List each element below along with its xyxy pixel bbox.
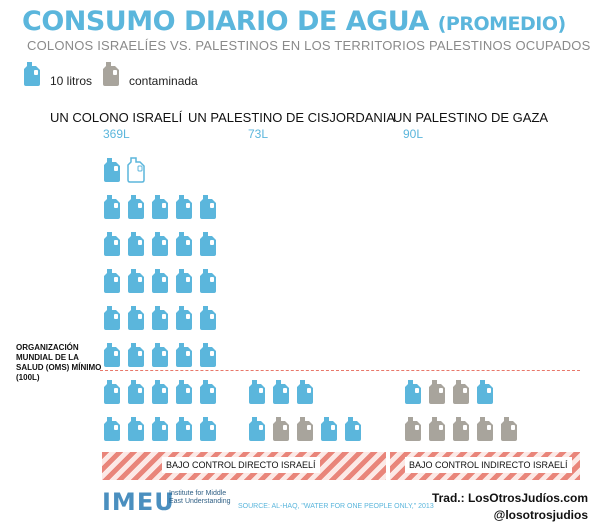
- jug-icon-colono-32: [128, 195, 144, 219]
- who-minimum-line: [100, 370, 580, 371]
- jug-icon-cisjordania-7: [273, 380, 289, 404]
- jug-icon-colono-1: [104, 417, 120, 441]
- jug-icon-gaza-1: [405, 417, 421, 441]
- jug-icon-colono-13: [152, 343, 168, 367]
- imeu-logo: IMEU: [102, 488, 175, 516]
- jug-icon-colono-29: [176, 232, 192, 256]
- legend-unit-label: 10 litros: [50, 74, 93, 88]
- credit-line-2: @losotrosjudios: [493, 508, 588, 522]
- legend-contaminated-jug-icon: [103, 62, 119, 86]
- jug-icon-colono-11: [104, 343, 120, 367]
- jug-icon-gaza-7: [429, 380, 445, 404]
- title-suffix: (PROMEDIO): [437, 13, 566, 35]
- jug-icon-colono-10: [200, 380, 216, 404]
- jug-icon-colono-21: [104, 269, 120, 293]
- source-note: SOURCE: AL-HAQ, "WATER FOR ONE PEOPLE ON…: [238, 503, 434, 510]
- jug-icon-cisjordania-2: [273, 417, 289, 441]
- jug-icon-colono-33: [152, 195, 168, 219]
- jug-icon-gaza-5: [501, 417, 517, 441]
- jug-icon-colono-17: [128, 306, 144, 330]
- jug-icon-colono-18: [152, 306, 168, 330]
- jug-icon-colono-34: [176, 195, 192, 219]
- category-label-colono: UN COLONO ISRAELÍ: [50, 110, 183, 125]
- jug-icon-gaza-3: [453, 417, 469, 441]
- jug-icon-gaza-2: [429, 417, 445, 441]
- jug-icon-colono-16: [104, 306, 120, 330]
- jug-icon-cisjordania-4: [321, 417, 337, 441]
- jug-icon-cisjordania-3: [297, 417, 313, 441]
- jug-icon-cisjordania-8: [297, 380, 313, 404]
- jug-icon-colono-28: [152, 232, 168, 256]
- category-label-cisjordania: UN PALESTINO DE CISJORDANIA: [188, 110, 396, 125]
- jug-icon-colono-8: [152, 380, 168, 404]
- jug-icon-colono-15: [200, 343, 216, 367]
- translation-credit: Trad.: LosOtrosJudíos.com @losotrosjudio…: [432, 490, 588, 524]
- chart-title: CONSUMO DIARIO DE AGUA (PROMEDIO): [22, 6, 566, 37]
- jug-icon-colono-12: [128, 343, 144, 367]
- credit-line-1: Trad.: LosOtrosJudíos.com: [431, 491, 588, 505]
- title-main: CONSUMO DIARIO DE AGUA: [22, 6, 429, 37]
- jug-icon-colono-14: [176, 343, 192, 367]
- value-label-gaza: 90L: [403, 127, 424, 141]
- jug-icon-colono-22: [128, 269, 144, 293]
- jug-icon-colono-23: [152, 269, 168, 293]
- jug-icon-gaza-6: [405, 380, 421, 404]
- category-label-gaza: UN PALESTINO DE GAZA: [393, 110, 549, 125]
- jug-icon-colono-4: [176, 417, 192, 441]
- band-direct-label: BAJO CONTROL DIRECTO ISRAELÍ: [162, 457, 320, 473]
- value-label-cisjordania: 73L: [248, 127, 269, 141]
- jug-icon-colono-3: [152, 417, 168, 441]
- jug-icon-colono-5: [200, 417, 216, 441]
- who-minimum-label: ORGANIZACIÓN MUNDIAL DE LA SALUD (OMS) M…: [16, 343, 102, 382]
- jug-icon-colono-30: [200, 232, 216, 256]
- jug-icon-cisjordania-5: [345, 417, 361, 441]
- jug-icon-colono-25: [200, 269, 216, 293]
- jug-icon-gaza-9: [477, 380, 493, 404]
- jug-icon-colono-2: [128, 417, 144, 441]
- jug-icon-colono-24: [176, 269, 192, 293]
- jug-icon-cisjordania-6: [249, 380, 265, 404]
- jug-icon-cisjordania-1: [249, 417, 265, 441]
- jug-icon-colono-19: [176, 306, 192, 330]
- jug-icon-colono-6: [104, 380, 120, 404]
- jug-icon-colono-31: [104, 195, 120, 219]
- jug-icon-colono-20: [200, 306, 216, 330]
- jug-icon-colono-37: [127, 157, 145, 183]
- jug-icon-gaza-4: [477, 417, 493, 441]
- jug-icon-colono-9: [176, 380, 192, 404]
- jug-icon-colono-7: [128, 380, 144, 404]
- value-label-colono: 369L: [103, 127, 130, 141]
- jug-icon-colono-36: [104, 158, 120, 182]
- band-indirect-label: BAJO CONTROL INDIRECTO ISRAELÍ: [405, 457, 572, 473]
- imeu-logo-subtitle: Institute for Middle East Understanding: [169, 490, 231, 505]
- jug-icon-colono-26: [104, 232, 120, 256]
- jug-icon-gaza-8: [453, 380, 469, 404]
- jug-icon-colono-27: [128, 232, 144, 256]
- jug-icon-colono-35: [200, 195, 216, 219]
- chart-subtitle: COLONOS ISRAELÍES VS. PALESTINOS EN LOS …: [27, 38, 591, 53]
- legend-clean-jug-icon: [24, 62, 40, 86]
- legend-contaminated-label: contaminada: [129, 74, 198, 88]
